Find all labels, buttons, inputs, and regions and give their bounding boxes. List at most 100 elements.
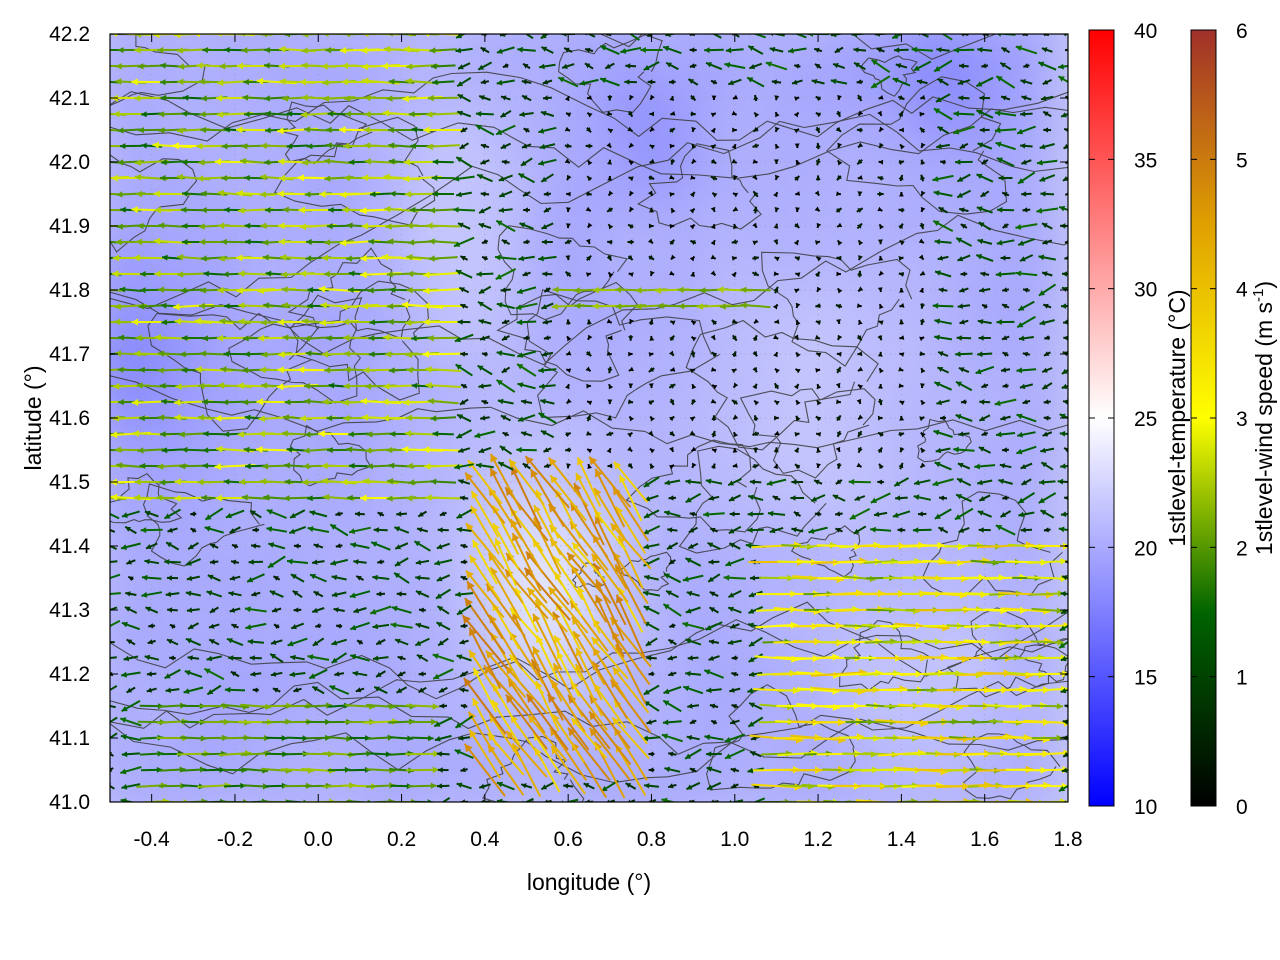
temperature-contour	[110, 34, 1031, 60]
wind-vector	[334, 671, 345, 677]
wind-vector	[120, 798, 136, 802]
x-tick-label: 1.6	[970, 828, 999, 851]
wind-vector	[349, 653, 370, 662]
wind-vector	[459, 639, 469, 645]
wind-vector	[331, 652, 348, 664]
wind-vector	[729, 687, 741, 693]
wind-vector	[553, 634, 583, 682]
wind-vector	[456, 782, 472, 790]
x-tick-label: 1.8	[1053, 828, 1082, 851]
wind-vector	[110, 716, 118, 724]
wind-vector	[265, 735, 288, 742]
wind-vector	[704, 734, 724, 741]
wind-vector	[110, 732, 118, 740]
wind-vector	[411, 735, 434, 742]
temperature-colorbar-label: 1stlevel-temperature (°C)	[1164, 289, 1190, 546]
wind-vector	[396, 686, 408, 694]
wind-vector	[648, 751, 655, 757]
temperature-contour	[289, 280, 429, 401]
wind-vector	[706, 751, 722, 757]
temperature-contour	[110, 154, 198, 253]
temperature-contour	[497, 225, 628, 321]
wind-vector	[575, 663, 603, 717]
wind-vector	[532, 613, 563, 671]
wind-vector	[468, 627, 502, 689]
wind-vector	[661, 733, 684, 743]
wind-vector	[375, 670, 386, 678]
wind-vector	[703, 669, 724, 679]
wind-vector	[1060, 688, 1068, 694]
wind-vector	[507, 678, 546, 734]
y-tick-label: 42.1	[49, 87, 90, 110]
wind-vector	[706, 687, 722, 694]
wind-vector	[520, 783, 533, 789]
wind-vector	[312, 637, 325, 647]
wind-vector	[439, 703, 448, 709]
wind-vector	[731, 655, 738, 661]
temperature-contour	[110, 113, 1068, 310]
wind-vector	[1058, 784, 1068, 792]
x-tick-label: 0.4	[470, 828, 500, 851]
wind-vector	[468, 649, 502, 699]
wind-colorbar-tick-label: 3	[1236, 408, 1248, 431]
wind-vector	[661, 797, 677, 802]
wind-vector	[689, 719, 697, 725]
wind-vector	[731, 671, 739, 677]
wind-vector	[648, 767, 655, 773]
x-axis-label: longitude (°)	[527, 869, 651, 895]
wind-vector	[346, 799, 374, 802]
wind-vector	[352, 670, 368, 677]
temperature-contour	[289, 424, 372, 487]
wind-vector	[463, 743, 506, 797]
wind-vector	[662, 699, 682, 713]
wind-vector	[540, 781, 554, 791]
temperature-colorbar-tick-label: 10	[1134, 796, 1157, 819]
wind-vector	[454, 749, 474, 759]
wind-vector	[224, 686, 246, 693]
wind-vector	[375, 638, 386, 646]
wind-vector	[689, 767, 697, 773]
wind-vector	[612, 666, 650, 714]
wind-vector	[436, 751, 450, 757]
wind-vector	[687, 703, 700, 709]
wind-vector	[390, 735, 413, 742]
wind-vector	[1064, 704, 1068, 709]
temperature-contour	[685, 319, 879, 451]
wind-vector	[110, 656, 117, 660]
wind-vector	[591, 636, 629, 680]
wind-vector	[308, 668, 328, 680]
wind-vector	[527, 714, 568, 762]
wind-vector	[120, 734, 142, 742]
x-tick-label: 1.2	[803, 828, 832, 851]
wind-vector	[747, 716, 764, 728]
wind-vector	[471, 697, 498, 747]
wind-vector	[418, 671, 427, 677]
wind-vector	[708, 655, 720, 661]
wind-vector	[643, 684, 660, 696]
wind-vector	[461, 614, 508, 670]
wind-vector	[530, 659, 564, 721]
wind-vector	[543, 799, 552, 802]
wind-vector	[550, 745, 586, 795]
wind-vector	[724, 748, 746, 760]
wind-colorbar-tick-label: 2	[1236, 537, 1248, 560]
y-tick-label: 41.1	[49, 727, 90, 750]
wind-vector	[1062, 751, 1068, 758]
wind-vector	[405, 750, 440, 758]
y-axis-label: latitude (°)	[20, 365, 46, 470]
wind-vector	[686, 781, 701, 791]
wind-vector	[456, 654, 472, 662]
wind-vector	[326, 735, 353, 742]
wind-vector	[572, 630, 606, 686]
temperature-contour	[739, 388, 876, 479]
wind-vector	[730, 783, 739, 789]
wind-vector	[432, 668, 454, 680]
wind-vector	[408, 782, 437, 789]
wind-vector	[454, 715, 474, 729]
temperature-contour	[826, 76, 1008, 215]
wind-vector	[708, 639, 720, 645]
wind-vector	[416, 653, 429, 663]
wind-vector	[749, 750, 762, 758]
wind-vector	[685, 670, 702, 677]
y-tick-label: 41.6	[49, 407, 90, 430]
